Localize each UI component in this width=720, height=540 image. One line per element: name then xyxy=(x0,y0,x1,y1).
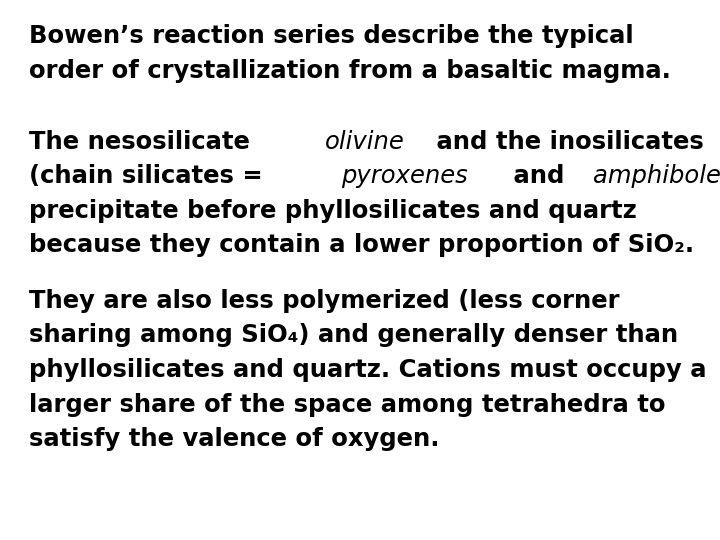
Text: order of crystallization from a basaltic magma.: order of crystallization from a basaltic… xyxy=(29,59,670,83)
Text: larger share of the space among tetrahedra to: larger share of the space among tetrahed… xyxy=(29,393,665,416)
Text: The nesosilicate: The nesosilicate xyxy=(29,130,258,153)
Text: satisfy the valence of oxygen.: satisfy the valence of oxygen. xyxy=(29,427,439,451)
Text: olivine: olivine xyxy=(325,130,405,153)
Text: because they contain a lower proportion of SiO₂.: because they contain a lower proportion … xyxy=(29,233,694,257)
Text: pyroxenes: pyroxenes xyxy=(341,164,468,188)
Text: amphiboles: amphiboles xyxy=(593,164,720,188)
Text: and: and xyxy=(505,164,573,188)
Text: phyllosilicates and quartz. Cations must occupy a: phyllosilicates and quartz. Cations must… xyxy=(29,358,706,382)
Text: and the inosilicates: and the inosilicates xyxy=(428,130,703,153)
Text: precipitate before phyllosilicates and quartz: precipitate before phyllosilicates and q… xyxy=(29,199,636,222)
Text: (chain silicates =: (chain silicates = xyxy=(29,164,271,188)
Text: sharing among SiO₄) and generally denser than: sharing among SiO₄) and generally denser… xyxy=(29,323,678,347)
Text: They are also less polymerized (less corner: They are also less polymerized (less cor… xyxy=(29,289,619,313)
Text: Bowen’s reaction series describe the typical: Bowen’s reaction series describe the typ… xyxy=(29,24,634,48)
